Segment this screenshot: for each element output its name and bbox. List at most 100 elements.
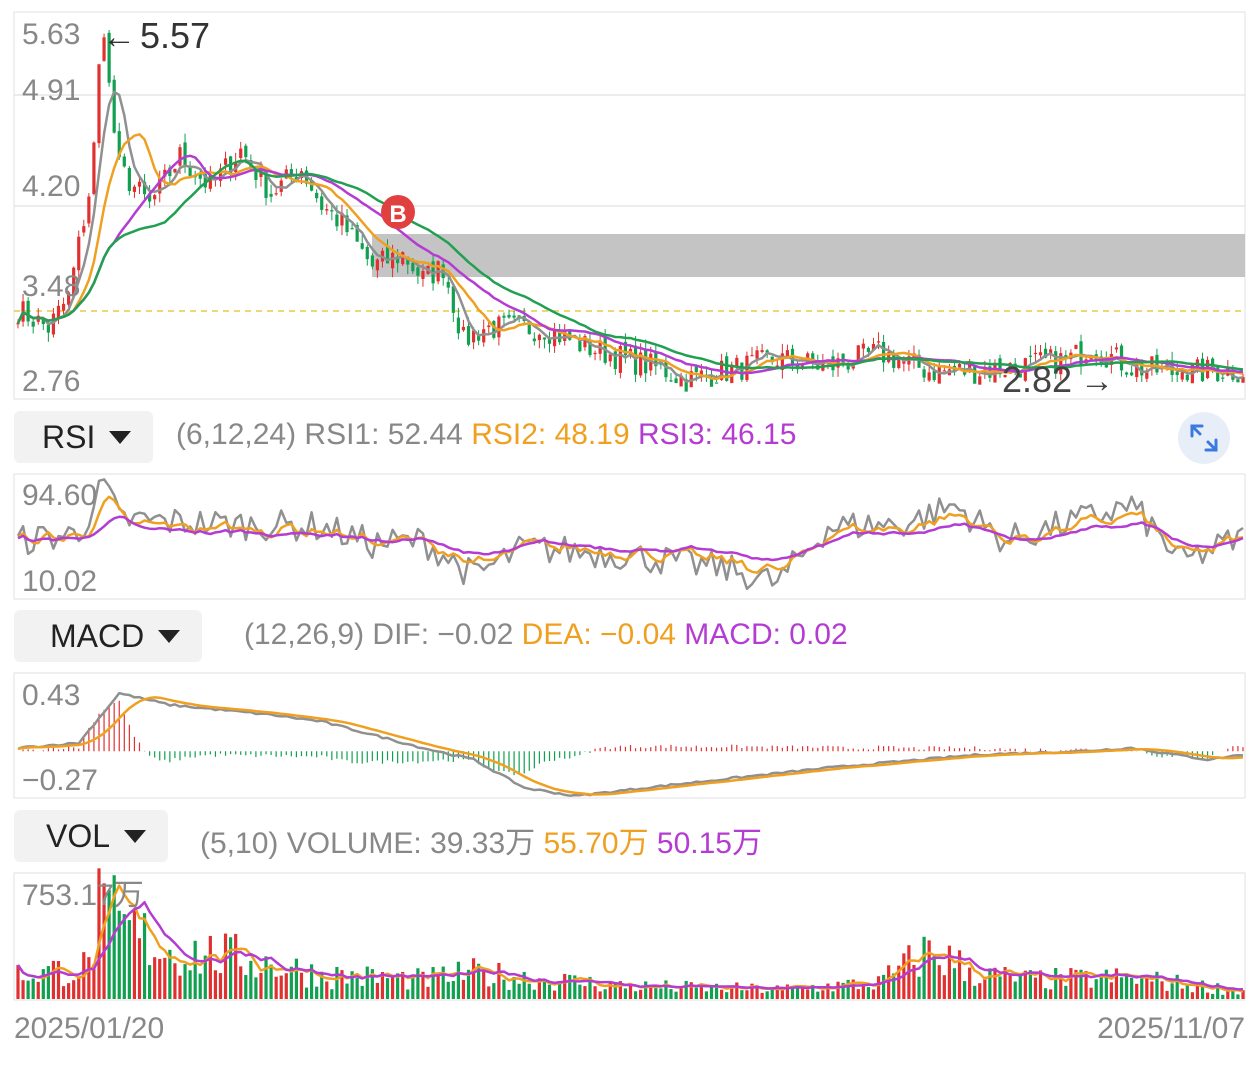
volume-bar <box>750 983 754 999</box>
volume-bar <box>735 982 739 999</box>
volume-bar <box>801 986 805 999</box>
volume-bar <box>471 958 476 999</box>
candle-body <box>158 177 162 194</box>
dea-value: DEA: −0.04 <box>521 618 676 651</box>
candle-body <box>1130 372 1134 376</box>
macd-indicator-dropdown[interactable]: MACD <box>14 610 203 662</box>
volume-bar <box>31 978 35 999</box>
volume-bar <box>790 986 795 999</box>
candle-body <box>897 359 901 368</box>
rsi-panel-frame <box>13 473 1246 600</box>
candle-body <box>755 350 759 359</box>
candle-body <box>679 375 683 387</box>
volume-bar <box>654 987 658 999</box>
candle-body <box>315 192 319 199</box>
volume-bar <box>198 973 202 999</box>
rsi1-line <box>16 478 1244 591</box>
candle-body <box>456 317 460 334</box>
volume-bar <box>568 974 572 999</box>
volume-bar <box>390 977 395 999</box>
volume-bar <box>168 949 172 999</box>
volume-bar <box>846 979 850 999</box>
macd-params: (12,26,9) DIF: −0.02 DEA: −0.04 MACD: 0.… <box>244 618 848 652</box>
candle-body <box>922 369 926 378</box>
volume-bar <box>461 979 466 999</box>
volume-bar <box>1038 970 1043 999</box>
candle-body <box>547 338 552 344</box>
volume-bar <box>537 978 541 999</box>
rsi-indicator-dropdown[interactable]: RSI <box>14 411 154 463</box>
candle-body <box>411 262 415 272</box>
candle-body <box>365 246 369 260</box>
volume-bar <box>674 991 678 999</box>
vol-indicator-dropdown[interactable]: VOL <box>14 810 169 862</box>
volume-bar <box>856 989 860 999</box>
volume-bar <box>41 969 45 999</box>
candle-body <box>1221 377 1225 379</box>
volume-bar <box>578 984 582 999</box>
volume-bar <box>1216 983 1220 999</box>
volume-bar <box>522 971 526 999</box>
candle-body <box>532 338 536 342</box>
volume-bar <box>633 991 638 999</box>
volume-bar <box>1114 968 1119 999</box>
candle-body <box>142 181 147 195</box>
volume-bar <box>239 966 243 999</box>
candle-body <box>345 215 349 233</box>
expand-icon[interactable] <box>1178 412 1230 464</box>
candle-body <box>16 323 20 325</box>
volume-bar <box>608 982 612 999</box>
candle-body <box>335 214 339 227</box>
volume-bar <box>1155 971 1159 999</box>
volume-bar <box>421 971 425 999</box>
candle-body <box>1033 352 1038 355</box>
candle-body <box>239 148 243 158</box>
volume-bar <box>1008 973 1012 999</box>
volume-bar <box>684 981 688 999</box>
candle-body <box>375 259 380 271</box>
volume-bar <box>67 983 71 999</box>
candle-body <box>811 353 815 364</box>
volume-bar <box>517 983 521 999</box>
candle-body <box>183 142 187 166</box>
volume-bar <box>507 989 511 999</box>
volume-bar <box>942 975 946 999</box>
volume-bar <box>927 940 931 999</box>
volume-bar <box>644 981 648 999</box>
candle-body <box>492 321 496 338</box>
candle-body <box>507 314 511 318</box>
candle-body <box>932 371 936 380</box>
rsi2-line <box>17 495 1244 574</box>
candle-body <box>583 336 587 348</box>
buy-marker-icon[interactable] <box>381 195 415 229</box>
macd-dif-line <box>17 691 1244 797</box>
macd-value: MACD: 0.02 <box>684 618 848 651</box>
volume-bar <box>208 935 212 999</box>
candle-body <box>1079 341 1083 366</box>
volume-bar <box>866 987 871 999</box>
candle-body <box>876 341 881 343</box>
volume-bar <box>102 883 106 999</box>
volume-bar <box>299 972 304 999</box>
volume-bar <box>932 956 936 999</box>
candle-body <box>416 267 420 276</box>
volume-bar <box>780 987 784 999</box>
volume-bar <box>618 981 622 999</box>
candle-body <box>978 376 982 385</box>
candle-body <box>887 352 891 363</box>
candle-body <box>198 172 202 179</box>
volume-bar <box>223 933 228 999</box>
candle-body <box>1140 359 1144 376</box>
candle-body <box>264 171 268 198</box>
volume-bar <box>1200 980 1205 999</box>
volume-bar <box>320 971 324 999</box>
candle-body <box>482 329 486 343</box>
candle-body <box>421 271 425 279</box>
candle-body <box>72 267 76 297</box>
volume-bar <box>183 964 187 999</box>
candle-body <box>1064 355 1068 357</box>
candle-body <box>699 370 703 377</box>
candle-body <box>881 341 886 363</box>
volume-bar <box>26 980 30 999</box>
candle-body <box>1038 352 1043 356</box>
